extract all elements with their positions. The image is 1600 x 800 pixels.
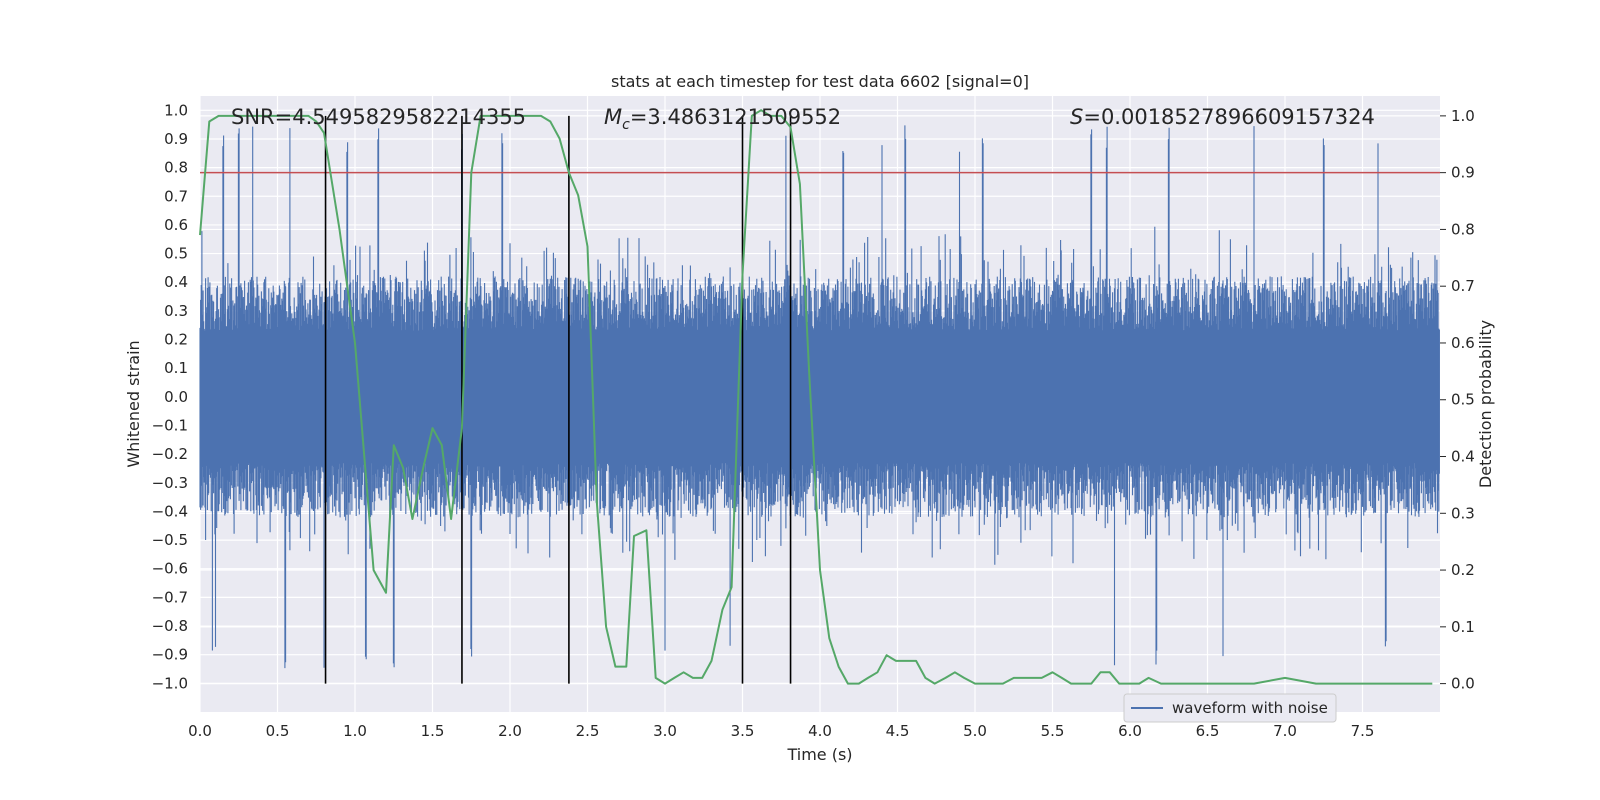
right-y-axis-label: Detection probability (1476, 320, 1495, 488)
detection-probability-line (199, 109, 1433, 685)
right-tick-label: 0.6 (1451, 334, 1475, 352)
x-tick-labels: 0.0 0.5 1.0 1.5 2.0 2.5 3.0 3.5 4.0 4.5 5.0 5.5 6.0 6… (188, 722, 1374, 740)
y-tick-label: 0.8 (164, 159, 188, 177)
y-tick-label: 0.2 (164, 331, 188, 349)
y-tick-label: 0.6 (164, 216, 188, 234)
y-tick-label: 0.7 (164, 187, 188, 205)
y-tick-label: 0.9 (164, 130, 188, 148)
right-y-tick-labels: 1.0 0.9 0.8 0.7 0.6 0.5 0.4 0.3 0.2 0.1 0.0 (1440, 107, 1475, 693)
x-tick-label: 6.0 (1118, 722, 1142, 740)
y-tick-label: 0.3 (164, 302, 188, 320)
x-tick-label: 6.5 (1196, 722, 1220, 740)
x-tick-label: 3.5 (731, 722, 755, 740)
right-tick-label: 0.4 (1451, 448, 1475, 466)
right-tick-label: 0.3 (1451, 504, 1475, 522)
y-tick-label: 0.4 (164, 273, 188, 291)
y-tick-label: −0.6 (152, 560, 188, 578)
x-tick-label: 2.5 (576, 722, 600, 740)
right-tick-label: 0.5 (1451, 391, 1475, 409)
x-tick-label: 1.0 (343, 722, 367, 740)
mc-subscript: c (622, 117, 630, 133)
waveform-trace (199, 125, 1440, 669)
y-tick-label: −0.7 (152, 588, 188, 606)
right-tick-label: 0.9 (1451, 164, 1475, 182)
chirp-mass-annotation: Mc=3.4863121509552 (604, 105, 841, 133)
right-tick-label: 0.2 (1451, 561, 1475, 579)
right-tick-label: 0.0 (1451, 675, 1475, 693)
x-tick-label: 5.0 (963, 722, 987, 740)
x-tick-label: 5.5 (1041, 722, 1065, 740)
right-tick-label: 1.0 (1451, 107, 1475, 125)
y-tick-label: −0.9 (152, 646, 188, 664)
s-symbol: S (1070, 105, 1083, 129)
right-tick-label: 0.8 (1451, 220, 1475, 238)
x-tick-label: 2.0 (498, 722, 522, 740)
waveform-series (199, 125, 1440, 669)
x-tick-label: 7.5 (1351, 722, 1375, 740)
legend: waveform with noise (1123, 693, 1337, 723)
y-tick-label: −0.2 (152, 445, 188, 463)
mc-symbol: M (604, 105, 622, 129)
x-tick-label: 4.0 (808, 722, 832, 740)
s-value: =0.0018527896609157324 (1083, 105, 1375, 129)
y-tick-label: 1.0 (164, 101, 188, 119)
probability-series (199, 109, 1433, 685)
y-tick-label: −0.5 (152, 531, 188, 549)
mc-value: =3.4863121509552 (630, 105, 841, 129)
legend-box (1123, 693, 1337, 723)
y-tick-label: −0.1 (152, 416, 188, 434)
legend-waveform-label: waveform with noise (1172, 699, 1328, 717)
x-tick-label: 3.0 (653, 722, 677, 740)
x-tick-label: 0.0 (188, 722, 212, 740)
y-tick-label: −0.3 (152, 474, 188, 492)
x-tick-label: 7.0 (1273, 722, 1297, 740)
y-tick-label: −0.8 (152, 617, 188, 635)
left-y-axis-label: Whitened strain (124, 340, 143, 467)
chart-title: stats at each timestep for test data 660… (611, 72, 1029, 91)
left-y-tick-labels: 1.0 0.9 0.8 0.7 0.6 0.5 0.4 0.3 0.2 0.1 0.0 −0.1 −0.… (152, 101, 188, 692)
x-tick-label: 1.5 (421, 722, 445, 740)
y-tick-label: 0.0 (164, 388, 188, 406)
y-tick-label: 0.1 (164, 359, 188, 377)
y-tick-label: −0.4 (152, 502, 188, 520)
right-tick-label: 0.7 (1451, 277, 1475, 295)
y-tick-label: −1.0 (152, 674, 188, 692)
snr-annotation: SNR=4.5495829582214355 (231, 105, 526, 129)
x-axis-label: Time (s) (786, 745, 852, 764)
y-tick-label: 0.5 (164, 245, 188, 263)
right-tick-label: 0.1 (1451, 618, 1475, 636)
x-tick-label: 0.5 (266, 722, 290, 740)
s-annotation: S=0.0018527896609157324 (1070, 105, 1375, 129)
x-tick-label: 4.5 (886, 722, 910, 740)
